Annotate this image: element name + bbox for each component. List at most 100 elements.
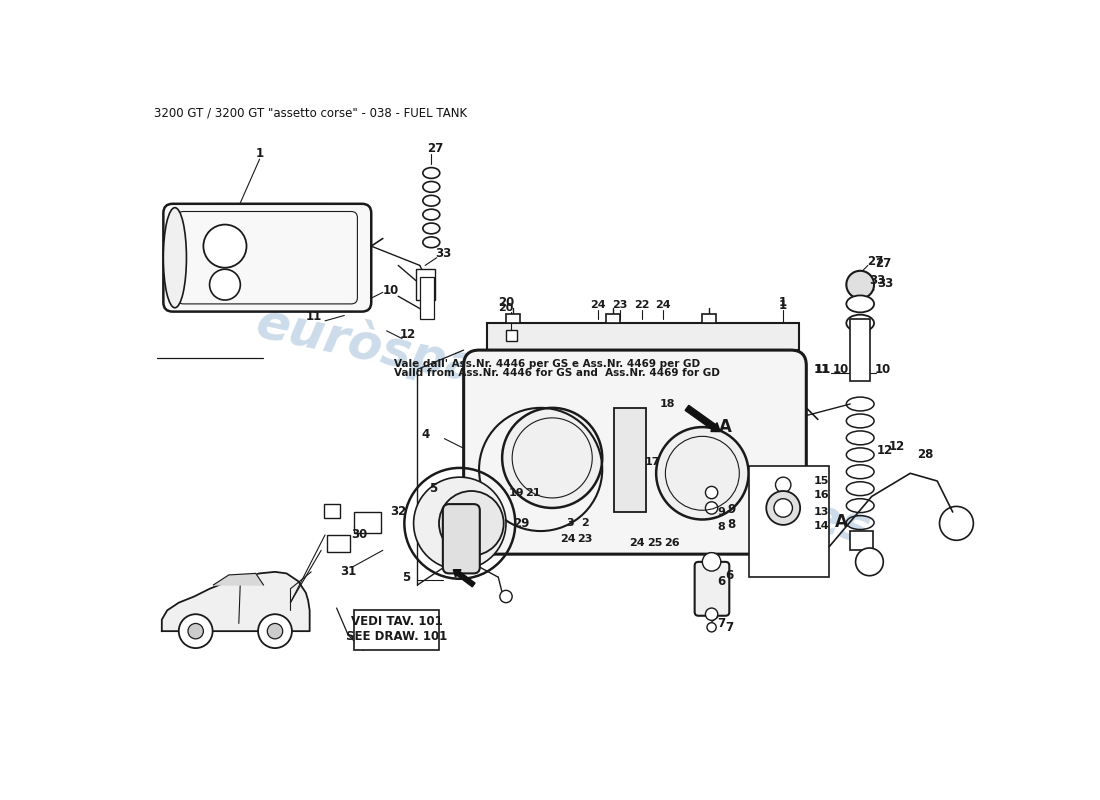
- Text: 17: 17: [645, 457, 660, 466]
- Text: 25: 25: [647, 538, 662, 547]
- Text: 26: 26: [663, 538, 680, 547]
- Ellipse shape: [163, 208, 187, 308]
- Text: 1: 1: [779, 296, 788, 309]
- Bar: [749, 466, 829, 578]
- Text: 9: 9: [717, 507, 726, 517]
- Text: 14: 14: [814, 521, 829, 530]
- Circle shape: [209, 270, 241, 300]
- Text: 12: 12: [877, 444, 893, 457]
- Text: 3200 GT / 3200 GT "assetto corse" - 038 - FUEL TANK: 3200 GT / 3200 GT "assetto corse" - 038 …: [154, 106, 468, 119]
- Text: 33: 33: [878, 277, 893, 290]
- Text: 18: 18: [660, 399, 675, 409]
- Text: 12: 12: [400, 328, 416, 341]
- Text: 23: 23: [578, 534, 593, 544]
- Polygon shape: [213, 574, 264, 585]
- Text: 3: 3: [566, 518, 574, 528]
- Text: 15: 15: [814, 476, 829, 486]
- Bar: [323, 504, 341, 518]
- Circle shape: [846, 270, 874, 298]
- Text: VEDI TAV. 101: VEDI TAV. 101: [351, 614, 442, 628]
- Text: 8: 8: [727, 518, 736, 531]
- Text: A: A: [719, 418, 732, 436]
- Text: 12: 12: [889, 440, 904, 453]
- Text: 5: 5: [402, 570, 410, 584]
- Ellipse shape: [846, 314, 874, 332]
- Text: 10: 10: [833, 363, 849, 376]
- Text: 7: 7: [725, 621, 734, 634]
- Circle shape: [707, 622, 716, 632]
- Circle shape: [705, 486, 717, 498]
- Text: 5: 5: [429, 482, 437, 495]
- Text: 27: 27: [427, 142, 443, 155]
- Circle shape: [499, 590, 513, 602]
- Circle shape: [258, 614, 292, 648]
- Text: 24: 24: [591, 301, 606, 310]
- Text: A: A: [835, 513, 847, 531]
- Polygon shape: [486, 323, 799, 350]
- Bar: [327, 535, 350, 552]
- Circle shape: [856, 548, 883, 576]
- Bar: [703, 314, 716, 323]
- Text: 30: 30: [352, 529, 367, 542]
- Bar: [606, 314, 620, 323]
- Text: euròspares: euròspares: [557, 439, 876, 554]
- Bar: [354, 610, 439, 650]
- Text: 7: 7: [717, 617, 726, 630]
- Text: 11: 11: [815, 363, 832, 376]
- Text: 20: 20: [498, 296, 514, 309]
- Text: 6: 6: [725, 570, 734, 582]
- Text: 27: 27: [868, 255, 883, 268]
- Circle shape: [656, 427, 749, 519]
- Circle shape: [703, 553, 720, 571]
- Text: 23: 23: [613, 301, 628, 310]
- Text: Vale dall' Ass.Nr. 4446 per GS e Ass.Nr. 4469 per GD: Vale dall' Ass.Nr. 4446 per GS e Ass.Nr.…: [395, 359, 701, 369]
- Text: SEE DRAW. 101: SEE DRAW. 101: [346, 630, 448, 643]
- Text: euròspares: euròspares: [252, 298, 571, 412]
- Text: 19: 19: [508, 487, 524, 498]
- Circle shape: [705, 502, 717, 514]
- Text: Valld from Ass.Nr. 4446 for GS and  Ass.Nr. 4469 for GD: Valld from Ass.Nr. 4446 for GS and Ass.N…: [395, 368, 720, 378]
- Text: 11: 11: [306, 310, 321, 323]
- Bar: [420, 277, 433, 319]
- Ellipse shape: [846, 295, 874, 312]
- Text: 22: 22: [634, 301, 649, 310]
- Circle shape: [767, 491, 800, 525]
- Text: 10: 10: [876, 363, 891, 376]
- Text: 10: 10: [383, 283, 398, 297]
- Text: 11: 11: [814, 363, 829, 376]
- Text: 20: 20: [498, 302, 514, 313]
- Circle shape: [178, 614, 212, 648]
- Bar: [850, 531, 873, 550]
- FancyArrow shape: [685, 406, 720, 431]
- FancyBboxPatch shape: [695, 562, 729, 616]
- Text: 33: 33: [869, 274, 886, 287]
- FancyBboxPatch shape: [443, 504, 480, 574]
- Text: 16: 16: [814, 490, 829, 500]
- Text: 9: 9: [727, 503, 736, 516]
- Text: 33: 33: [434, 247, 451, 260]
- Polygon shape: [162, 572, 310, 631]
- FancyBboxPatch shape: [163, 204, 372, 311]
- Text: 2: 2: [582, 518, 590, 528]
- Text: 24: 24: [629, 538, 645, 547]
- Bar: [354, 512, 382, 534]
- Circle shape: [267, 623, 283, 639]
- Text: 1: 1: [779, 299, 788, 312]
- Circle shape: [439, 491, 504, 556]
- Bar: [416, 270, 436, 300]
- Text: 21: 21: [525, 487, 541, 498]
- FancyArrow shape: [453, 570, 475, 586]
- Text: 4: 4: [421, 428, 429, 442]
- Text: 28: 28: [917, 447, 934, 461]
- Text: 27: 27: [876, 258, 891, 270]
- Circle shape: [774, 498, 792, 517]
- Bar: [850, 319, 870, 381]
- Circle shape: [414, 477, 506, 570]
- FancyBboxPatch shape: [464, 350, 806, 554]
- Text: 8: 8: [717, 522, 726, 532]
- Text: 31: 31: [340, 565, 356, 578]
- Text: 1: 1: [255, 147, 264, 160]
- Bar: [614, 408, 646, 512]
- Circle shape: [204, 225, 246, 268]
- Text: 13: 13: [814, 507, 829, 517]
